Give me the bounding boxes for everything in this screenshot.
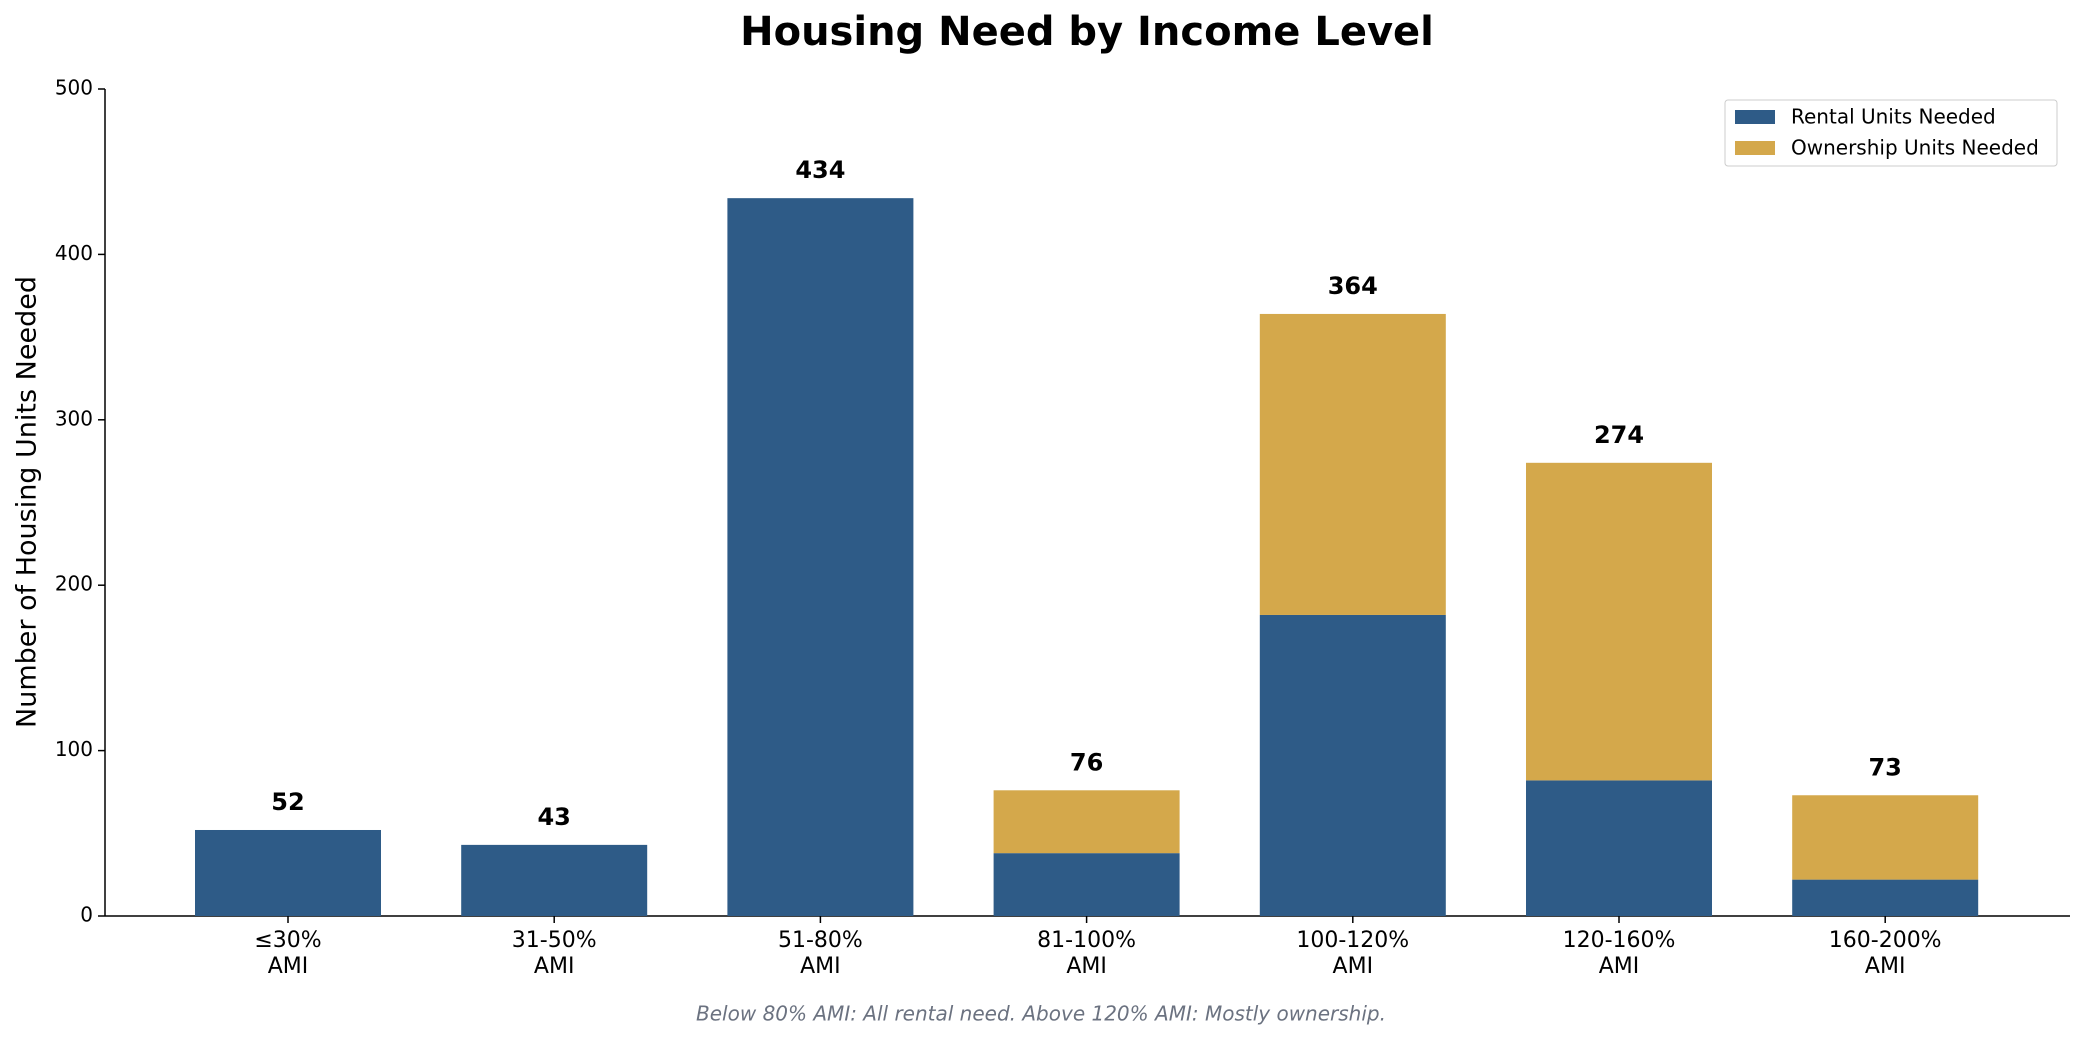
legend-label: Rental Units Needed xyxy=(1791,105,1996,129)
y-tick-label: 300 xyxy=(55,406,93,430)
y-tick-label: 400 xyxy=(55,241,93,265)
bar-segment xyxy=(1792,795,1979,880)
x-tick-label: 31-50% AMI xyxy=(511,928,597,979)
x-tick-label: 120-160% AMI xyxy=(1562,928,1676,979)
bar-segment xyxy=(1526,780,1712,916)
legend-swatch xyxy=(1735,110,1775,124)
total-label: 434 xyxy=(795,156,845,184)
bar-segment xyxy=(461,844,648,916)
y-tick-label: 500 xyxy=(55,76,93,100)
legend-box xyxy=(1724,99,2058,167)
bar-segment xyxy=(993,790,1180,854)
total-label: 52 xyxy=(271,788,304,816)
legend-label: Ownership Units Needed xyxy=(1791,136,2039,160)
x-tick-label: 160-200% AMI xyxy=(1828,928,1942,979)
y-tick-label: 0 xyxy=(80,903,93,927)
bar-segment xyxy=(1259,313,1446,615)
total-label: 43 xyxy=(537,803,570,831)
y-tick-label: 100 xyxy=(55,737,93,761)
chart-title: Housing Need by Income Level xyxy=(740,9,1434,55)
y-axis-label: Number of Housing Units Needed xyxy=(12,276,43,728)
x-tick-label: ≤30% AMI xyxy=(254,928,322,979)
total-label: 364 xyxy=(1328,272,1378,300)
bar-segment xyxy=(1526,462,1712,781)
x-tick-label: 51-80% AMI xyxy=(777,928,863,979)
legend-swatch xyxy=(1735,141,1775,155)
y-tick-label: 200 xyxy=(55,572,93,596)
bar-segment xyxy=(993,853,1180,916)
bar-segment xyxy=(1792,879,1979,916)
total-label: 76 xyxy=(1070,748,1103,776)
bar-segment xyxy=(727,198,914,916)
bar-segment xyxy=(195,829,381,916)
x-tick-label: 100-120% AMI xyxy=(1296,928,1410,979)
total-label: 274 xyxy=(1594,421,1644,449)
bar-segment xyxy=(1259,614,1446,916)
total-label: 73 xyxy=(1868,753,1901,781)
footnote: Below 80% AMI: All rental need. Above 12… xyxy=(696,1002,1386,1026)
x-tick-label: 81-100% AMI xyxy=(1037,928,1136,979)
